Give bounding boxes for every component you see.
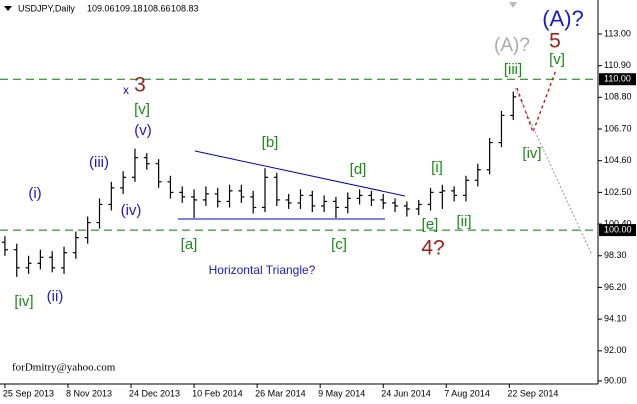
y-tick-label: 102.50 [604, 187, 632, 197]
y-tick-label: 110.90 [604, 60, 631, 70]
y-tick-label: 100.40 [604, 218, 632, 228]
wave-label: [e] [422, 216, 439, 233]
y-tick-label: 104.60 [604, 155, 632, 165]
x-tick-label: 26 Mar 2014 [255, 388, 306, 398]
x-tick-label: 9 May 2014 [318, 388, 365, 398]
wave-label: [ii] [457, 213, 472, 230]
wave-label: [v] [134, 101, 150, 118]
wave-label: (A)? [542, 6, 584, 31]
projection-path [516, 69, 557, 134]
y-tick-label: 92.00 [604, 345, 627, 355]
wave-label: (iii) [89, 154, 109, 171]
y-tick-label: 96.20 [604, 282, 627, 292]
level-label-box [599, 224, 636, 237]
alt-projection [514, 87, 593, 256]
triangle-upper [194, 150, 406, 197]
x-tick-label: 7 Aug 2014 [444, 388, 490, 398]
y-tick-label: 113.00 [604, 28, 631, 38]
x-tick-label: 8 Nov 2013 [66, 388, 112, 398]
y-tick-label: 106.70 [604, 123, 632, 133]
wave-label: (A)? [494, 35, 530, 56]
level-label-box [599, 73, 636, 86]
wave-label: x [123, 83, 129, 97]
shift-marker [509, 2, 517, 8]
y-tick-label: 98.30 [604, 250, 627, 260]
wave-label: (v) [134, 122, 152, 139]
x-tick-label: 10 Feb 2014 [192, 388, 243, 398]
wave-label: (ii) [47, 288, 64, 305]
wave-label: [d] [350, 161, 367, 178]
quote-open: 109.06 [87, 3, 115, 13]
wave-label: Horizontal Triangle? [209, 263, 316, 277]
x-tick-label: 24 Jun 2014 [381, 388, 431, 398]
x-tick-label: 25 Sep 2013 [3, 388, 54, 398]
wave-label: [a] [181, 236, 198, 253]
y-tick-label: 94.10 [604, 313, 627, 323]
wave-label: 3 [134, 74, 146, 97]
quote-high: 109.18 [115, 3, 143, 13]
quote-low: 108.66 [143, 3, 171, 13]
wave-label: [iii] [504, 61, 522, 78]
menu-icon [4, 6, 12, 11]
footer: forDmitry@yahoo.com [12, 362, 116, 374]
wave-label: [i] [431, 159, 443, 176]
wave-label: [c] [331, 236, 347, 253]
y-tick-label: 108.80 [604, 92, 632, 102]
wave-label: [v] [549, 51, 565, 68]
wave-label: 4? [421, 237, 444, 260]
y-tick-label: 90.00 [604, 375, 627, 385]
quote-close: 108.83 [171, 3, 199, 13]
level-label: 100.00 [604, 224, 632, 234]
x-tick-label: 24 Dec 2013 [129, 388, 180, 398]
wave-label: (iv) [121, 202, 142, 219]
wave-label: (i) [28, 185, 41, 202]
symbol: USDJPY,Daily [18, 3, 75, 13]
wave-label: [iv] [14, 293, 33, 310]
wave-label: [iv] [522, 145, 541, 162]
wave-label: [b] [262, 134, 279, 151]
x-tick-label: 22 Sep 2014 [507, 388, 558, 398]
level-label: 110.00 [604, 74, 631, 84]
wave-label: 5 [549, 30, 561, 53]
